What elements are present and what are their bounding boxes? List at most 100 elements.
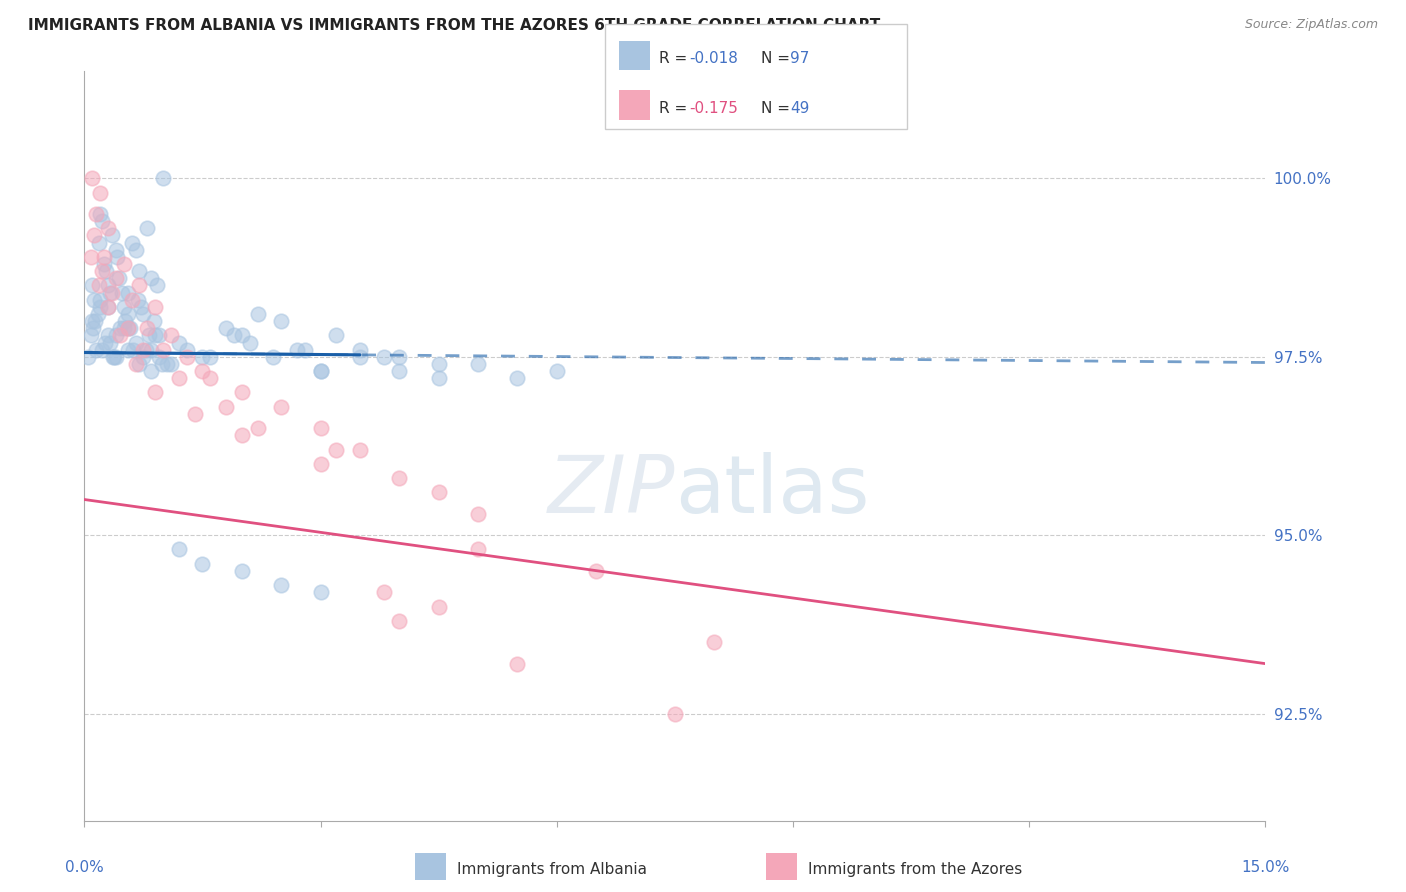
Point — [270, 578, 292, 592]
Point — [132, 307, 155, 321]
Point — [388, 471, 411, 485]
Point — [703, 635, 725, 649]
Point — [104, 350, 127, 364]
Point — [90, 264, 112, 278]
Point — [97, 300, 120, 314]
Point — [104, 271, 127, 285]
Point — [160, 357, 183, 371]
Point — [349, 343, 371, 357]
Point — [215, 400, 238, 414]
Point — [231, 564, 253, 578]
Point — [82, 171, 104, 186]
Point — [89, 300, 111, 314]
Point — [111, 285, 134, 300]
Point — [467, 507, 489, 521]
Point — [585, 564, 607, 578]
Point — [122, 343, 145, 357]
Text: Immigrants from Albania: Immigrants from Albania — [457, 863, 647, 877]
Text: R =: R = — [659, 101, 693, 116]
Point — [373, 585, 395, 599]
Point — [183, 407, 205, 421]
Text: 97: 97 — [790, 52, 810, 66]
Point — [506, 371, 529, 385]
Point — [231, 328, 253, 343]
Point — [107, 250, 129, 264]
Point — [135, 343, 157, 357]
Point — [167, 335, 190, 350]
Point — [285, 343, 308, 357]
Point — [104, 328, 127, 343]
Point — [93, 250, 115, 264]
Point — [83, 228, 105, 243]
Point — [467, 357, 489, 371]
Point — [112, 257, 135, 271]
Point — [84, 314, 107, 328]
Point — [97, 328, 120, 343]
Point — [96, 264, 118, 278]
Point — [89, 207, 111, 221]
Point — [97, 300, 120, 314]
Point — [246, 307, 269, 321]
Text: 15.0%: 15.0% — [1241, 860, 1289, 874]
Point — [138, 328, 160, 343]
Point — [90, 214, 112, 228]
Text: Source: ZipAtlas.com: Source: ZipAtlas.com — [1244, 18, 1378, 31]
Point — [664, 706, 686, 721]
Point — [127, 293, 149, 307]
Point — [121, 235, 143, 250]
Point — [141, 271, 163, 285]
Text: atlas: atlas — [675, 452, 869, 530]
Point — [176, 350, 198, 364]
Point — [349, 442, 371, 457]
Point — [79, 250, 101, 264]
Point — [91, 343, 114, 357]
Point — [132, 350, 155, 364]
Point — [77, 350, 100, 364]
Point — [89, 186, 111, 200]
Text: 49: 49 — [790, 101, 810, 116]
Point — [152, 343, 174, 357]
Point — [388, 350, 411, 364]
Point — [191, 557, 214, 571]
Point — [239, 335, 262, 350]
Point — [373, 350, 395, 364]
Point — [117, 343, 139, 357]
Point — [117, 321, 139, 335]
Point — [270, 400, 292, 414]
Point — [309, 421, 332, 435]
Point — [94, 335, 117, 350]
Point — [117, 321, 139, 335]
Point — [231, 385, 253, 400]
Point — [146, 278, 169, 293]
Point — [176, 343, 198, 357]
Text: Immigrants from the Azores: Immigrants from the Azores — [808, 863, 1022, 877]
Text: -0.175: -0.175 — [689, 101, 738, 116]
Point — [136, 221, 159, 235]
Point — [83, 293, 105, 307]
Point — [349, 350, 371, 364]
Point — [103, 350, 125, 364]
Point — [98, 335, 121, 350]
Point — [148, 350, 170, 364]
Point — [148, 328, 170, 343]
Point — [262, 350, 284, 364]
Point — [124, 335, 146, 350]
Point — [84, 343, 107, 357]
Point — [200, 350, 222, 364]
Point — [82, 321, 104, 335]
Point — [143, 385, 166, 400]
Point — [160, 328, 183, 343]
Point — [388, 614, 411, 628]
Point — [388, 364, 411, 378]
Point — [141, 364, 163, 378]
Point — [124, 243, 146, 257]
Text: 0.0%: 0.0% — [65, 860, 104, 874]
Text: R =: R = — [659, 52, 693, 66]
Point — [167, 542, 190, 557]
Point — [325, 328, 347, 343]
Text: -0.018: -0.018 — [689, 52, 738, 66]
Point — [118, 321, 141, 335]
Point — [121, 293, 143, 307]
Point — [325, 442, 347, 457]
Point — [191, 350, 214, 364]
